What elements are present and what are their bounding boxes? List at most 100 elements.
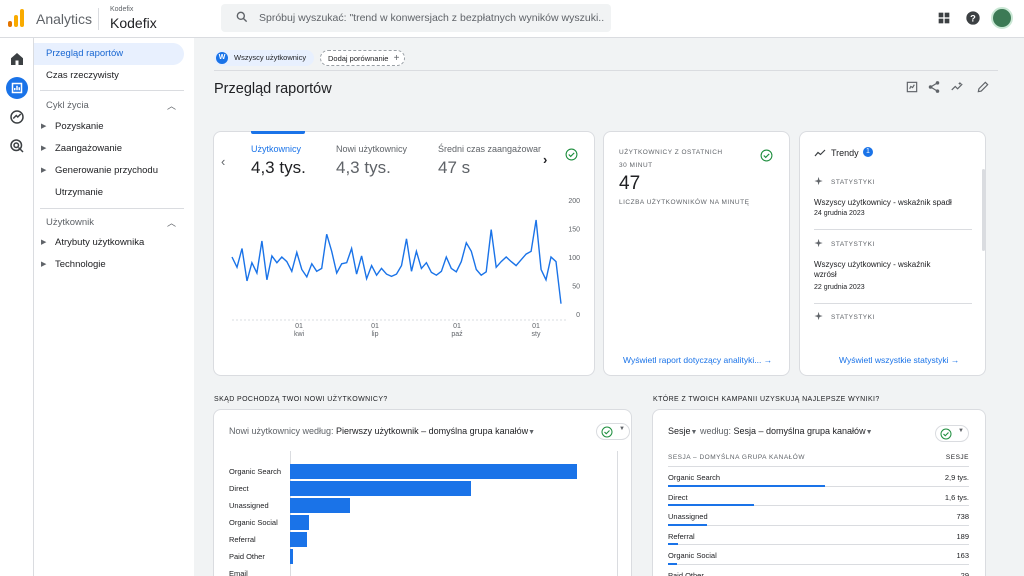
users-series-line[interactable] (231, 219, 562, 304)
trends-card: Trendy 1 Statystyki Wszyscy użytkownicy … (799, 131, 986, 376)
reports-icon[interactable] (8, 79, 26, 97)
avatar[interactable] (991, 7, 1013, 29)
x-tick-label: kwi (294, 331, 305, 338)
table-row[interactable]: Paid Other 29 (668, 565, 969, 576)
search-icon (236, 11, 248, 23)
row-name: Unassigned (668, 512, 708, 521)
insight-text[interactable]: Wszyscy użytkownicy - wskaźnik wzrósł (814, 260, 931, 279)
top-bar: Analytics Kodefix Kodefix Spróbuj wyszuk… (0, 0, 1024, 38)
sidebar-section-lifecycle[interactable]: Cykl życia (46, 100, 89, 111)
bar[interactable] (290, 464, 577, 479)
expand-arrow-icon: ▶ (41, 167, 47, 174)
left-rail (0, 38, 34, 576)
selected-tab-indicator (251, 131, 305, 134)
column-header[interactable]: Sesja – domyślna grupa kanałów (668, 454, 805, 461)
property-name[interactable]: Kodefix (110, 15, 157, 31)
edit-icon[interactable] (976, 80, 990, 94)
bar-label: Paid Other (229, 552, 265, 561)
check-circle-icon[interactable] (760, 149, 773, 162)
bar-label: Direct (229, 484, 249, 493)
realtime-subtitle: Liczba użytkowników na minutę (619, 199, 750, 206)
advertising-icon[interactable] (8, 137, 26, 155)
sidebar-item-user-attributes[interactable]: ▶ Atrybuty użytkownika (34, 232, 184, 254)
bar-label: Unassigned (229, 501, 269, 510)
table-row[interactable]: Unassigned 738 (668, 506, 969, 526)
search-input[interactable]: Spróbuj wyszukać: "trend w konwersjach z… (259, 12, 604, 24)
account-label[interactable]: Kodefix (110, 6, 134, 13)
row-value: 738 (956, 512, 969, 521)
table-row[interactable]: Referral 189 (668, 526, 969, 545)
sidebar-item-realtime[interactable]: Czas rzeczywisty (46, 70, 119, 81)
new-users-dimension-dropdown[interactable]: Nowi użytkownicy według: Pierwszy użytko… (229, 426, 536, 436)
realtime-title: Użytkownicy z ostatnich (619, 149, 723, 156)
row-value: 189 (956, 531, 969, 541)
sidebar-section-user[interactable]: Użytkownik (46, 217, 95, 228)
search-bar[interactable]: Spróbuj wyszukać: "trend w konwersjach z… (221, 4, 611, 32)
table-header: Sesja – domyślna grupa kanałów Sesje (668, 449, 969, 467)
all-insights-link[interactable]: Wyświetl wszystkie statystyki → (839, 355, 960, 365)
expand-arrow-icon: ▶ (41, 239, 47, 246)
sparkle-icon (814, 311, 823, 321)
campaigns-heading: Które z Twoich kampanii uzyskują najleps… (653, 396, 880, 403)
y-tick-label: 200 (568, 198, 580, 205)
all-users-chip[interactable]: W Wszyscy użytkownicy (214, 50, 315, 66)
new-users-value: 4,3 tys. (336, 158, 391, 177)
column-header[interactable]: Sesje (945, 454, 969, 461)
share-icon[interactable] (927, 80, 941, 94)
sidebar-item-retention[interactable]: Utrzymanie (55, 187, 104, 198)
sidebar-item-acquisition[interactable]: ▶ Pozyskanie (34, 116, 184, 138)
home-icon[interactable] (8, 50, 26, 68)
x-tick-label: lip (371, 331, 378, 338)
table-row[interactable]: Organic Social 163 (668, 545, 969, 565)
analytics-logo-icon[interactable] (8, 9, 26, 27)
dropdown-arrow-icon: ▼ (865, 429, 873, 436)
apps-grid-icon[interactable] (936, 10, 952, 26)
bar[interactable] (290, 532, 308, 547)
campaigns-dimension-dropdown[interactable]: Sesje▼ według: Sesja – domyślna grupa ka… (668, 426, 873, 436)
bar[interactable] (290, 481, 471, 496)
app-name[interactable]: Analytics (36, 11, 93, 27)
chevron-right-icon[interactable]: › (543, 152, 548, 167)
plus-icon: + (393, 53, 400, 64)
insight-text[interactable]: Wszyscy użytkownicy - wskaźnik spadł (814, 198, 952, 207)
chevron-up-icon[interactable]: ︿ (167, 101, 177, 111)
help-icon[interactable]: ? (965, 10, 981, 26)
add-comparison-button[interactable]: Dodaj porównanie + (320, 50, 406, 66)
bar[interactable] (290, 515, 309, 530)
sidebar-item-tech[interactable]: ▶ Technologie (34, 254, 184, 276)
bar[interactable] (290, 549, 294, 564)
row-name: Direct (668, 492, 688, 502)
realtime-report-link[interactable]: Wyświetl raport dotyczący analityki... → (623, 355, 773, 365)
insights-icon[interactable] (950, 80, 964, 94)
chevron-up-icon[interactable]: ︿ (167, 218, 177, 228)
sidebar-item-reports-snapshot[interactable]: Przegląd raportów (34, 43, 184, 65)
divider (40, 90, 184, 91)
customize-report-icon[interactable] (905, 80, 919, 94)
table-row[interactable]: Direct 1,6 tys. (668, 487, 969, 506)
check-circle-icon[interactable] (565, 148, 578, 161)
comparison-dropdown[interactable]: ▼ (596, 423, 630, 440)
tab-users[interactable]: Użytkownicy 4,3 tys. (251, 144, 306, 177)
divider (98, 8, 99, 30)
x-tick-label: sty (532, 331, 541, 338)
chevron-left-icon[interactable]: ‹ (221, 154, 226, 169)
y-tick-label: 100 (568, 255, 580, 262)
arrow-right-icon: → (763, 355, 773, 365)
divider (214, 70, 998, 71)
share-indicator (668, 523, 708, 526)
sidebar-item-monetization[interactable]: ▶ Generowanie przychodu (34, 160, 184, 182)
row-name: Paid Other (668, 570, 704, 576)
tab-new-users[interactable]: Nowi użytkownicy 4,3 tys. (336, 144, 408, 177)
tab-avg-engagement[interactable]: Średni czas zaangażowar 47 s (438, 144, 542, 177)
bar[interactable] (290, 498, 351, 513)
divider (40, 208, 184, 209)
explore-icon[interactable] (8, 108, 26, 126)
sidebar-item-engagement[interactable]: ▶ Zaangażowanie (34, 138, 184, 160)
comparison-dropdown[interactable]: ▼ (935, 425, 969, 442)
new-users-heading: Skąd pochodzą Twoi nowi użytkownicy? (214, 396, 388, 403)
table-row[interactable]: Organic Search 2,9 tys. (668, 467, 969, 487)
row-name: Organic Social (668, 551, 717, 560)
scrollbar[interactable] (982, 169, 985, 251)
share-indicator (668, 504, 755, 506)
axis-line (290, 451, 291, 576)
